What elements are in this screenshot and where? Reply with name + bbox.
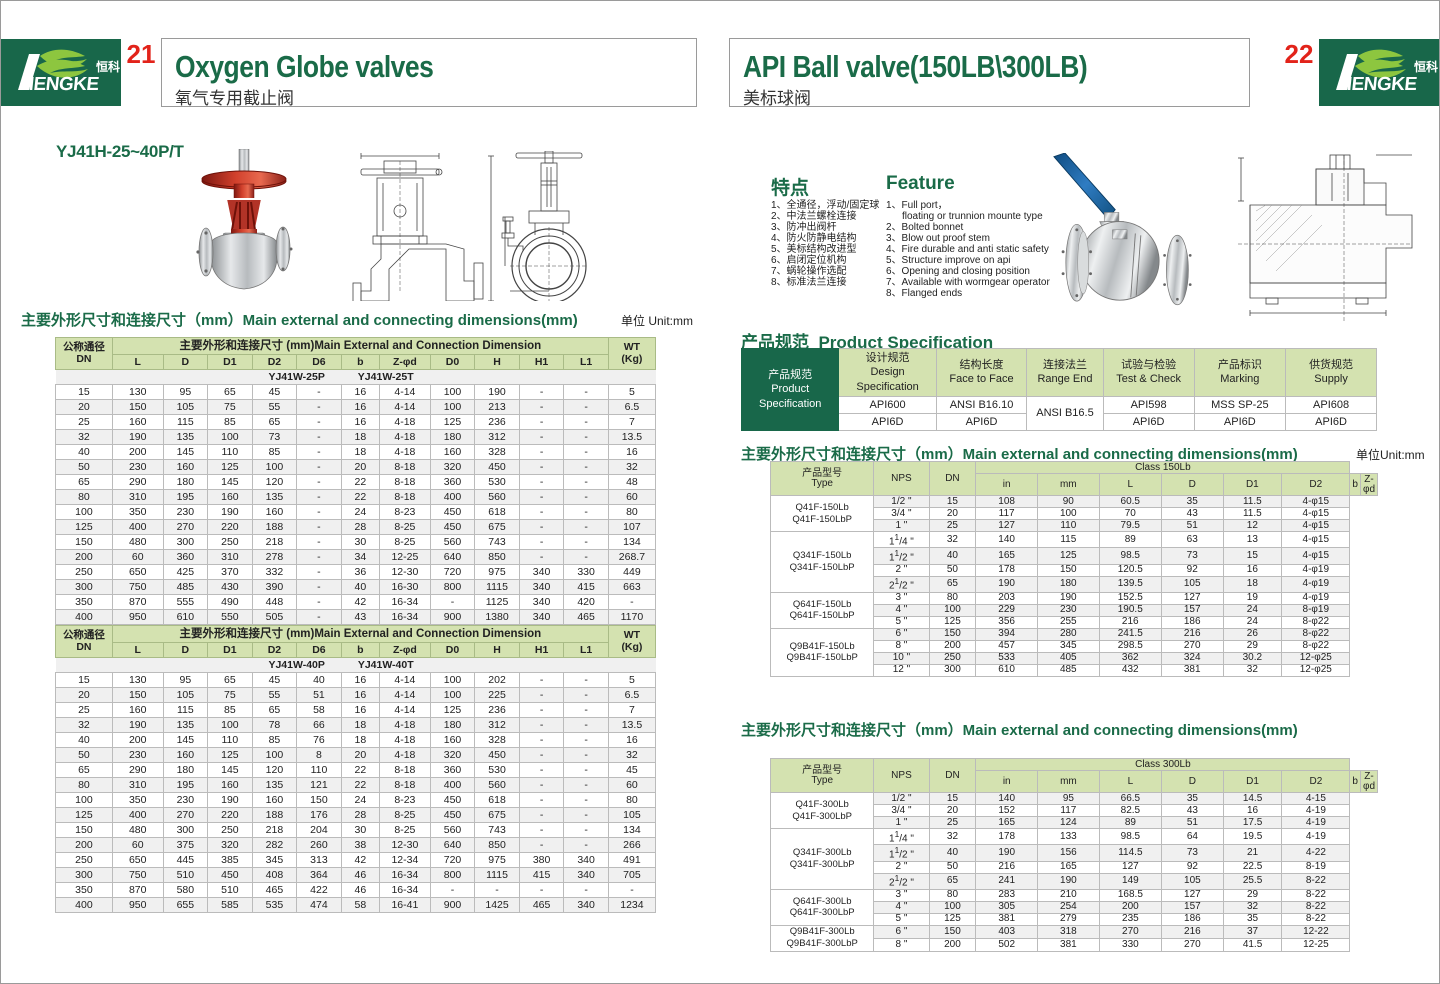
svg-text:恒科: 恒科: [1414, 59, 1438, 74]
svg-text:IENGKE: IENGKE: [1346, 74, 1418, 95]
svg-text:恒科: 恒科: [96, 59, 120, 74]
svg-text:IENGKE: IENGKE: [28, 74, 100, 95]
